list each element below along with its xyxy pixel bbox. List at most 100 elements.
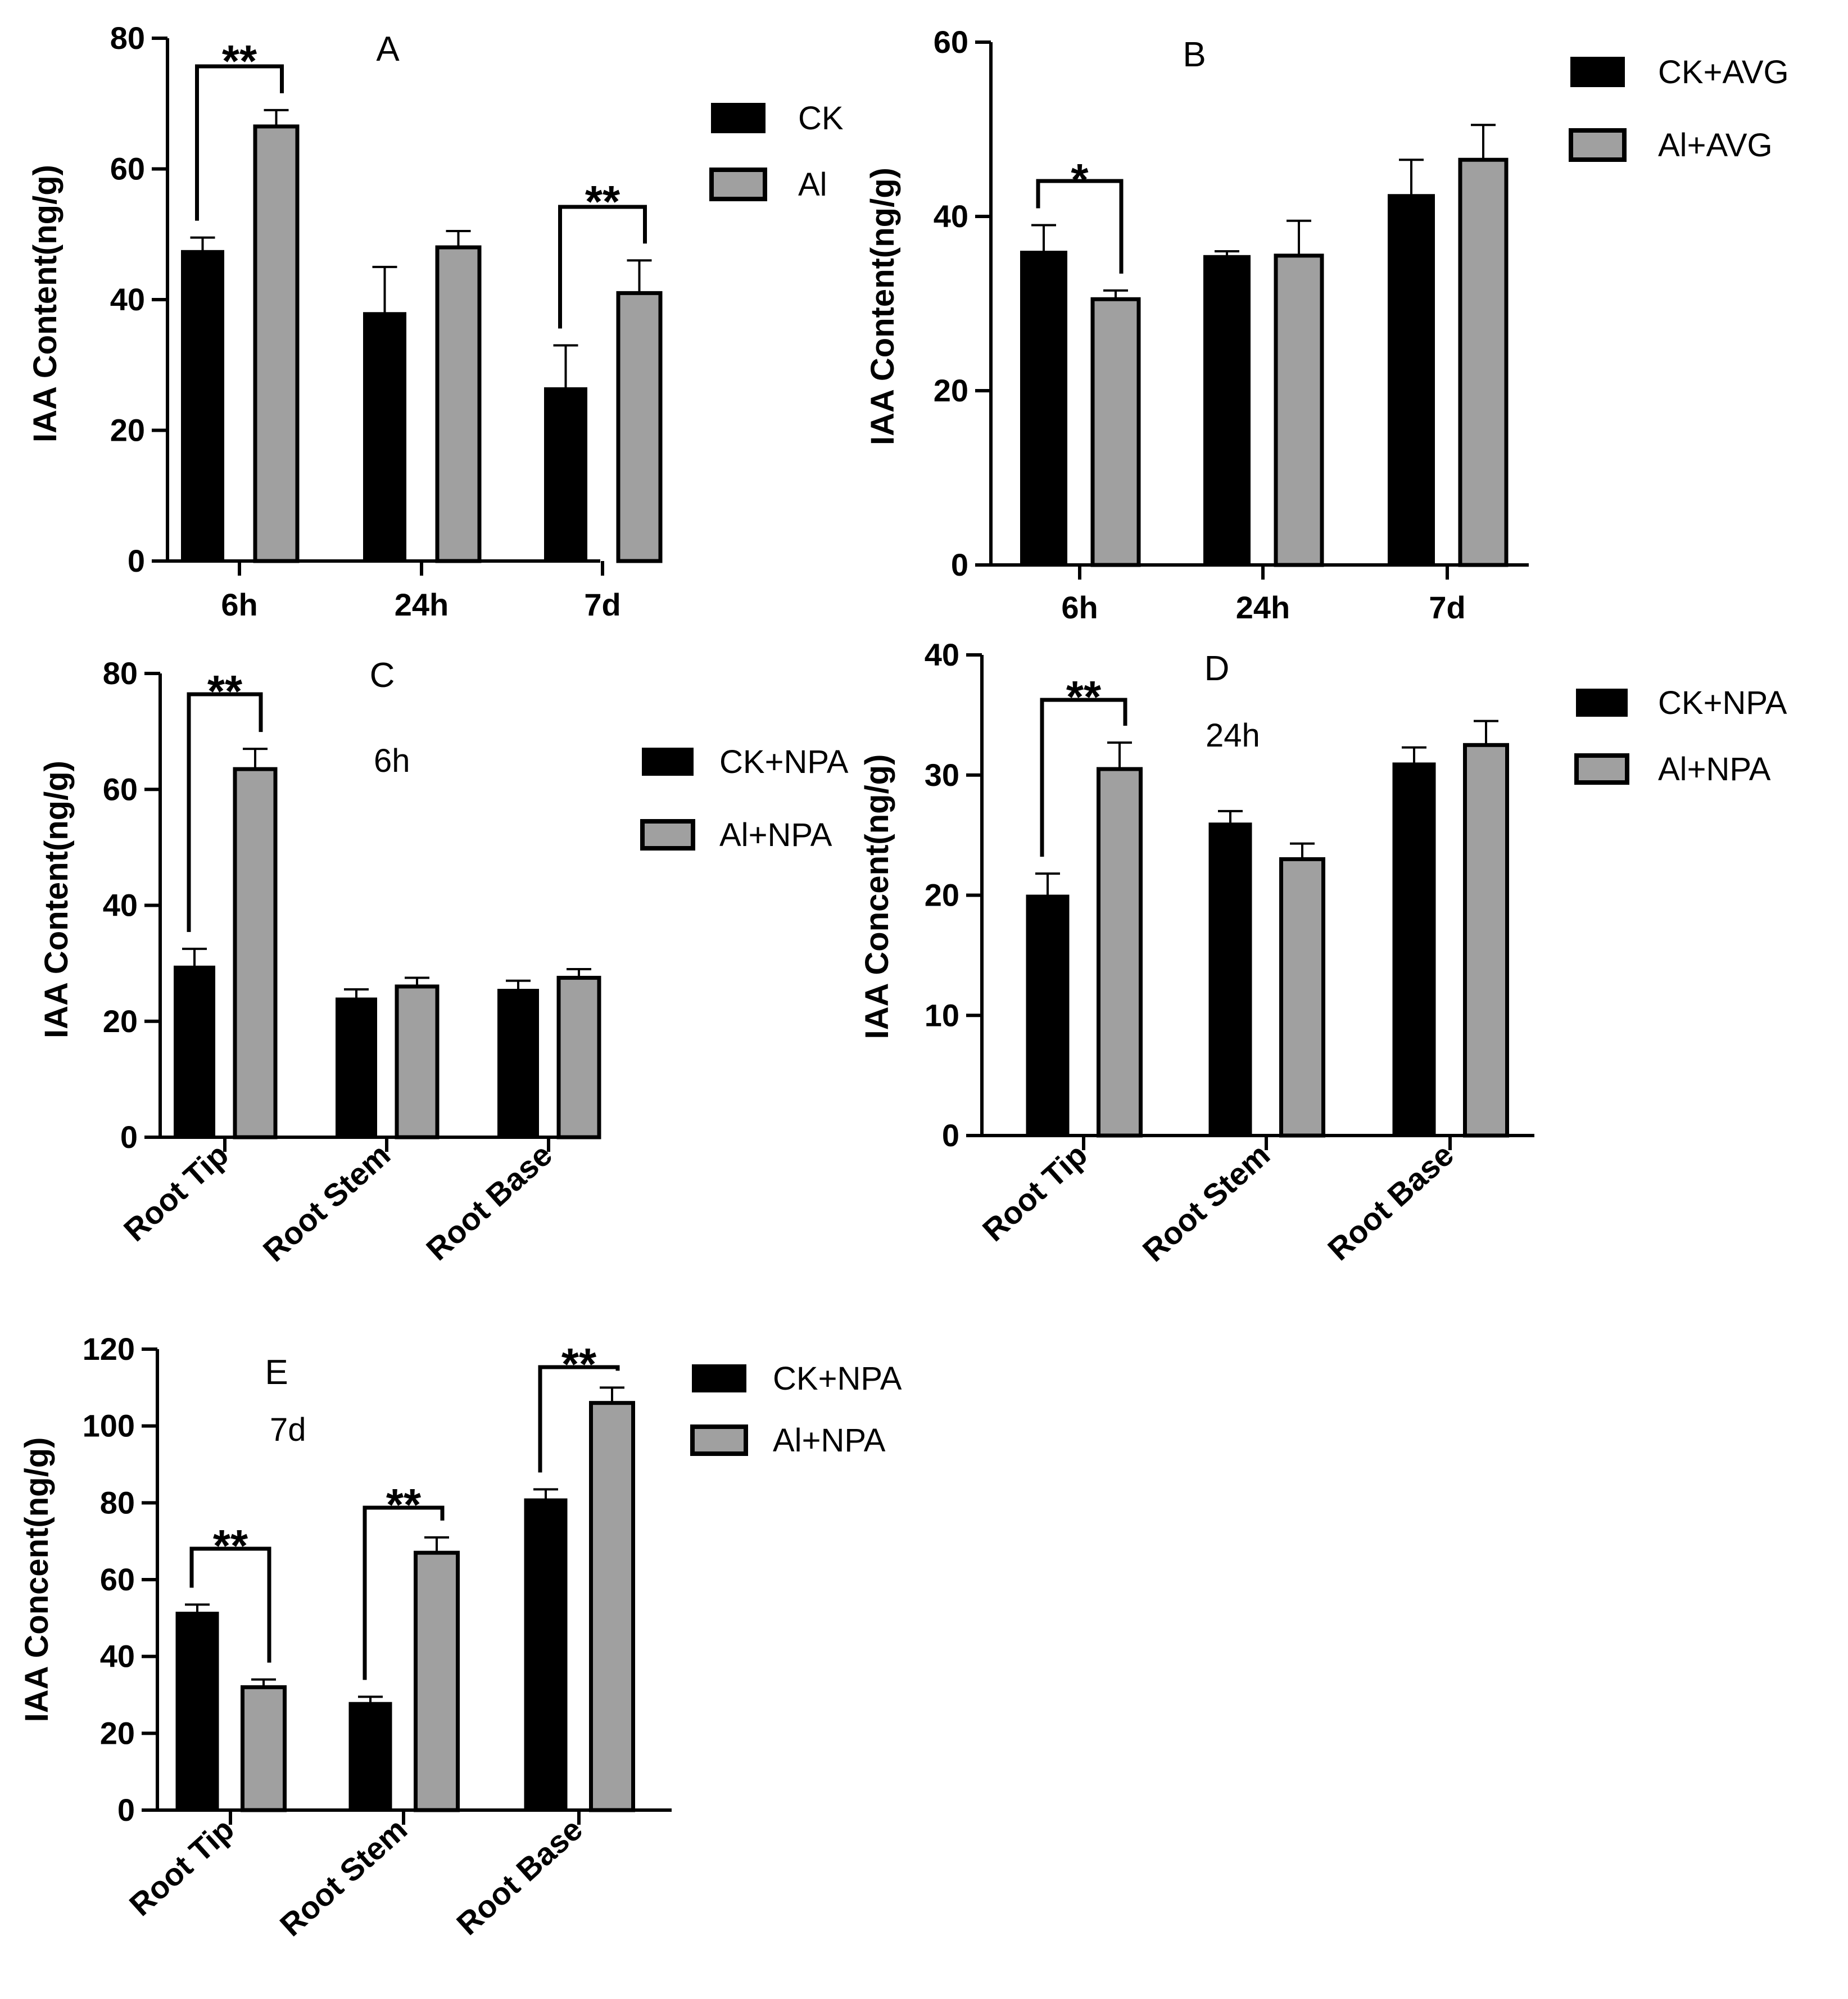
y-axis-title: IAA Content(ng/g) xyxy=(864,168,901,445)
y-axis-title: IAA Concent(ng/g) xyxy=(19,1437,55,1722)
y-tick-label: 40 xyxy=(103,888,138,923)
significance-label: * xyxy=(1071,155,1089,205)
x-category-label: Root Stem xyxy=(273,1811,414,1943)
bar-treatment xyxy=(435,245,482,563)
significance-label: ** xyxy=(222,36,257,86)
bar-control xyxy=(175,1612,219,1811)
legend-label: CK xyxy=(798,100,844,137)
bar-control xyxy=(181,250,224,562)
x-category-label: Root Tip xyxy=(123,1811,241,1923)
y-tick-label: 10 xyxy=(925,997,959,1033)
bar-treatment xyxy=(1097,767,1143,1138)
chart-panel-b: 0 20 40 60 IAA Content(ng/g) 6h 24h 7d * B CK+AVG A… xyxy=(864,24,1789,625)
bar-treatment xyxy=(414,1550,460,1812)
y-tick-label: 40 xyxy=(100,1639,135,1674)
y-tick-label: 40 xyxy=(925,637,959,672)
y-tick-label: 60 xyxy=(100,1562,135,1597)
x-category-label: 7d xyxy=(584,587,620,622)
legend-label: CK+NPA xyxy=(719,744,849,780)
legend-label: Al+AVG xyxy=(1658,127,1773,164)
bar-treatment xyxy=(395,984,440,1139)
significance-bracket xyxy=(1040,698,1127,857)
legend-label: Al+NPA xyxy=(719,817,832,853)
x-category-label: Root Base xyxy=(419,1137,559,1267)
y-tick-label: 0 xyxy=(942,1118,959,1153)
significance-label: ** xyxy=(561,1339,597,1389)
significance-bracket xyxy=(538,1365,620,1473)
y-tick-label: 60 xyxy=(934,24,968,60)
panel-letter: C xyxy=(370,656,395,695)
legend: CK+NPA Al+NPA xyxy=(1574,685,1787,788)
significance-label: ** xyxy=(1066,672,1102,722)
bar-treatment xyxy=(556,975,601,1139)
bar-treatment xyxy=(1463,743,1509,1138)
significance-label: ** xyxy=(207,666,243,716)
bar-control xyxy=(1392,762,1436,1136)
legend-label: CK+AVG xyxy=(1658,54,1789,91)
x-category-label: 6h xyxy=(1061,590,1098,625)
legend: CK+NPA Al+NPA xyxy=(690,1360,902,1459)
legend-swatch xyxy=(642,748,694,776)
x-category-label: 24h xyxy=(1236,590,1290,625)
panel-annotation: 6h xyxy=(374,743,410,779)
y-tick-label: 80 xyxy=(103,655,138,691)
legend-label: Al xyxy=(798,166,827,203)
legend-label: Al+NPA xyxy=(773,1422,886,1459)
bar-treatment xyxy=(1279,857,1325,1138)
bar-treatment xyxy=(616,291,663,563)
legend: CK+NPA Al+NPA xyxy=(640,744,849,853)
legend-swatch xyxy=(709,168,767,201)
legend-swatch xyxy=(692,1364,746,1392)
legend-swatch xyxy=(690,1424,748,1456)
legend-label: CK+NPA xyxy=(773,1360,902,1397)
significance-bracket xyxy=(558,205,647,329)
bar-control xyxy=(336,997,377,1138)
bar-control xyxy=(1388,194,1435,566)
chart-panel-e: 0 20 40 60 80 100 120 IAA Concent(ng/g) Root Tip… xyxy=(19,1331,902,1943)
y-tick-label: 80 xyxy=(100,1485,135,1520)
significance-bracket xyxy=(187,692,263,932)
legend-label: Al+NPA xyxy=(1658,751,1771,788)
y-tick-label: 60 xyxy=(103,771,138,807)
y-tick-label: 0 xyxy=(128,543,145,578)
bar-control xyxy=(174,965,215,1138)
panel-letter: D xyxy=(1204,649,1230,688)
legend-label: CK+NPA xyxy=(1658,685,1787,721)
x-category-label: 7d xyxy=(1429,590,1465,625)
y-tick-label: 80 xyxy=(110,20,145,56)
panel-annotation: 7d xyxy=(270,1412,306,1448)
x-category-label: Root Stem xyxy=(1136,1137,1276,1268)
significance-bracket xyxy=(195,64,284,221)
bar-control xyxy=(363,312,406,562)
y-tick-label: 60 xyxy=(110,151,145,187)
x-category-label: 24h xyxy=(395,587,449,622)
y-tick-label: 20 xyxy=(934,373,968,408)
legend: CK+AVG Al+AVG xyxy=(1569,54,1789,164)
bar-treatment xyxy=(1090,297,1141,567)
x-category-label: Root Base xyxy=(1321,1137,1460,1267)
panel-letter: A xyxy=(376,30,400,69)
y-axis-title: IAA Concent(ng/g) xyxy=(859,754,895,1039)
y-tick-label: 20 xyxy=(110,413,145,448)
bar-control xyxy=(348,1702,392,1811)
y-axis-title: IAA Content(ng/g) xyxy=(27,165,64,442)
significance-label: ** xyxy=(386,1480,422,1530)
significance-bracket xyxy=(363,1505,445,1680)
significance-bracket xyxy=(1036,179,1124,274)
y-tick-label: 20 xyxy=(925,878,959,913)
significance-label: ** xyxy=(213,1521,248,1571)
legend-swatch xyxy=(640,819,695,851)
x-category-label: Root Base xyxy=(450,1811,589,1942)
bar-treatment xyxy=(233,767,278,1139)
legend-swatch xyxy=(1570,57,1625,87)
x-category-label: Root Tip xyxy=(976,1137,1094,1248)
y-tick-label: 30 xyxy=(925,757,959,793)
bar-control xyxy=(1208,822,1252,1136)
panel-letter: E xyxy=(265,1353,288,1392)
y-tick-label: 40 xyxy=(934,198,968,234)
y-tick-label: 120 xyxy=(83,1331,135,1367)
bar-control xyxy=(1026,894,1070,1136)
